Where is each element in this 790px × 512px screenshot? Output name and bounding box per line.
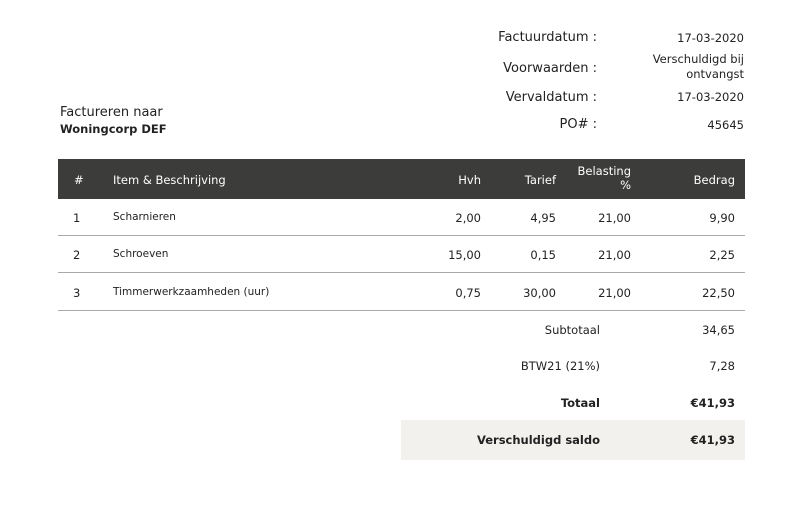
row-num: 1 (73, 211, 81, 225)
total-value: €41,93 (690, 396, 735, 410)
balance-due-box (401, 420, 745, 460)
col-qty: Hvh (458, 173, 481, 187)
row-item: Timmerwerkzaamheden (uur) (113, 285, 270, 298)
po-value: 45645 (707, 118, 744, 132)
col-amount: Bedrag (693, 173, 735, 187)
col-item: Item & Beschrijving (113, 173, 226, 187)
invoice-date-label: Factuurdatum : (498, 30, 597, 45)
total-label: Totaal (560, 396, 600, 410)
bill-to-label: Factureren naar (60, 105, 163, 120)
row-item: Schroeven (113, 248, 169, 261)
invoice-date-value: 17-03-2020 (677, 31, 744, 45)
due-date-label: Vervaldatum : (505, 90, 597, 105)
row-amount: 9,90 (709, 211, 735, 225)
table-header: # Item & Beschrijving Hvh Tarief Belasti… (58, 159, 745, 199)
terms-value: Verschuldigd bij ontvangst (652, 52, 744, 81)
row-amount: 22,50 (702, 285, 735, 300)
tax-label: BTW21 (21%) (520, 359, 600, 373)
terms-label: Voorwaarden : (503, 61, 597, 76)
row-tax: 21,00 (598, 285, 631, 300)
row-tax: 21,00 (598, 248, 631, 263)
row-rate: 4,95 (530, 211, 556, 225)
due-date-value: 17-03-2020 (677, 90, 744, 104)
row-tax: 21,00 (598, 211, 631, 225)
subtotal-label: Subtotaal (544, 323, 600, 337)
table-row: 3 Timmerwerkzaamheden (uur) 0,75 30,00 21,00… (58, 274, 745, 311)
row-qty: 2,00 (455, 211, 481, 225)
table-row: 2 Schroeven 15,00 0,15 21,00 2,25 (58, 236, 745, 274)
col-num: # (74, 173, 84, 187)
table-row: 1 Scharnieren 2,00 4,95 21,00 9,90 (58, 199, 745, 236)
tax-value: 7,28 (709, 359, 735, 373)
row-num: 3 (73, 285, 81, 300)
balance-value: €41,93 (690, 433, 735, 447)
row-item: Scharnieren (113, 211, 176, 223)
row-qty: 0,75 (455, 285, 481, 300)
col-rate: Tarief (524, 173, 556, 187)
row-rate: 30,00 (523, 285, 556, 300)
po-label: PO# : (559, 117, 597, 132)
subtotal-value: 34,65 (702, 323, 735, 337)
row-amount: 2,25 (709, 248, 735, 263)
row-rate: 0,15 (530, 248, 556, 263)
row-num: 2 (73, 248, 81, 263)
col-tax: Belasting % (577, 164, 632, 192)
balance-label: Verschuldigd saldo (476, 433, 600, 447)
bill-to-name: Woningcorp DEF (60, 122, 167, 136)
row-qty: 15,00 (448, 248, 481, 263)
